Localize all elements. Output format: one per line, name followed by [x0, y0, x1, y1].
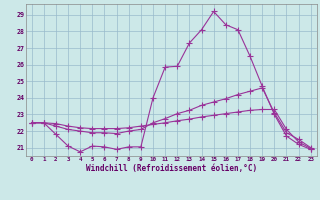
X-axis label: Windchill (Refroidissement éolien,°C): Windchill (Refroidissement éolien,°C): [86, 164, 257, 172]
